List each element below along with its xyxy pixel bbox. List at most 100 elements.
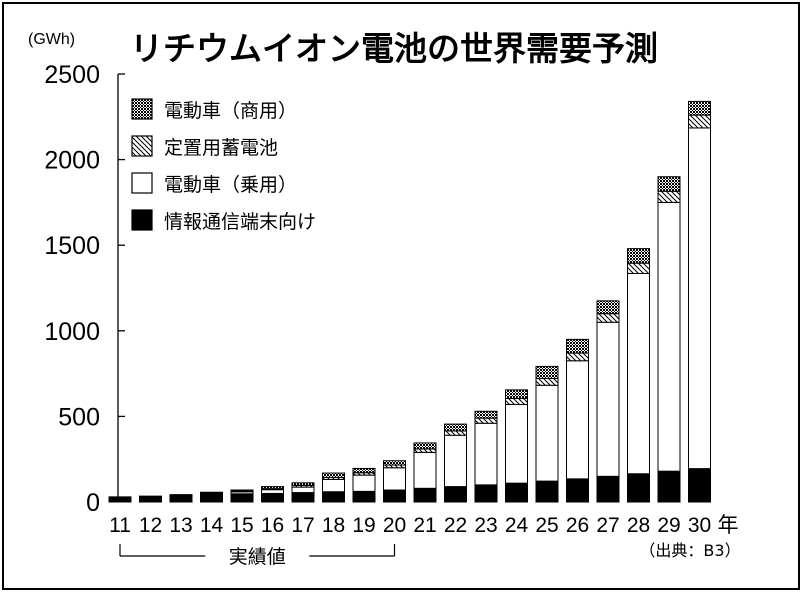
bar-segment — [383, 460, 406, 466]
bars — [108, 100, 711, 503]
bar-segment — [505, 397, 528, 405]
bar-segment — [566, 478, 589, 503]
bar-segment — [413, 451, 437, 489]
x-tick-label: 12 — [139, 514, 162, 537]
x-tick-label: 15 — [230, 514, 253, 537]
x-tick-label: 16 — [261, 514, 284, 537]
bar-segment — [566, 352, 589, 362]
x-tick-label: 21 — [413, 514, 436, 537]
bar-segment — [230, 493, 254, 503]
bar-segment — [566, 338, 589, 354]
bar-segment — [322, 472, 345, 478]
bar-segment — [322, 478, 345, 493]
bar-segment — [444, 430, 467, 436]
chart-title: リチウムイオン電池の世界需要予測 — [130, 29, 658, 68]
bar-segment — [139, 495, 162, 498]
bar-segment — [535, 377, 559, 386]
bar-segment — [291, 492, 315, 503]
bar-segment — [352, 467, 376, 474]
actual-range-bracket: 実績値 — [119, 544, 396, 568]
bar-segment — [108, 496, 132, 503]
bar-segment — [352, 490, 376, 503]
bar-segment — [596, 300, 620, 315]
actual-range-label: 実績値 — [229, 546, 286, 568]
x-tick-label: 18 — [322, 514, 345, 537]
bar-segment — [688, 100, 711, 116]
y-tick-labels: 0 500 1000 1500 2000 2500 — [44, 61, 100, 517]
x-tick-label: 28 — [627, 514, 650, 537]
bar-segment — [596, 321, 620, 477]
bar-segment — [261, 492, 284, 503]
legend-swatch — [131, 98, 153, 120]
bar-segment — [444, 423, 467, 432]
legend-label: 電動車（乗用） — [164, 174, 297, 196]
y-tick-label: 2000 — [44, 147, 100, 175]
y-tick-label: 1000 — [44, 318, 100, 346]
x-tick-label: 23 — [474, 514, 497, 537]
x-tick-label: 20 — [383, 514, 406, 537]
bar-segment — [169, 494, 193, 496]
bar-segment — [657, 176, 681, 192]
bar-segment — [291, 486, 315, 494]
bar-segment — [261, 489, 284, 494]
bar-segment — [505, 482, 528, 503]
bar-segment — [413, 442, 437, 450]
axes — [117, 73, 125, 502]
bar-segment — [474, 410, 498, 419]
bar-segment — [200, 491, 223, 494]
y-tick-label: 0 — [86, 489, 100, 517]
bar-segment — [596, 313, 620, 323]
bar-segment — [261, 486, 284, 490]
bar-segment — [688, 114, 711, 129]
x-tick-label: 25 — [535, 514, 558, 537]
bar-segment — [657, 190, 681, 203]
x-tick-label: 29 — [657, 514, 680, 537]
x-tick-label: 19 — [352, 514, 375, 537]
bar-segment — [657, 201, 681, 472]
y-axis-unit-label: (GWh) — [28, 31, 75, 48]
bar-segment — [474, 422, 498, 486]
bar-segment — [596, 475, 620, 503]
bar-segment — [688, 468, 711, 503]
bar-segment — [291, 482, 315, 486]
bar-segment — [413, 448, 437, 453]
x-tick-label: 13 — [169, 514, 192, 537]
legend-swatch — [131, 135, 153, 157]
bar-segment — [505, 403, 528, 484]
bar-segment — [230, 489, 254, 492]
y-tick-label: 1500 — [44, 232, 100, 260]
x-tick-labels: 11 12 13 14 15 16 17 18 19 20 21 22 23 24 25 26 27 28 29 30… — [109, 514, 738, 537]
bar-segment — [505, 389, 528, 399]
x-tick-label: 26 — [566, 514, 589, 537]
bar-segment — [444, 434, 467, 488]
x-tick-label: 14 — [200, 514, 224, 537]
bar-segment — [535, 480, 559, 503]
bar-segment — [444, 486, 467, 503]
bar-segment — [627, 262, 650, 274]
bar-segment — [566, 360, 589, 480]
x-tick-label: 22 — [444, 514, 467, 537]
bar-segment — [688, 127, 711, 470]
bar-segment — [474, 484, 498, 503]
bar-segment — [627, 248, 650, 264]
bar-segment — [627, 473, 650, 503]
bar-segment — [535, 384, 559, 482]
legend-swatch — [131, 209, 153, 231]
legend-swatch — [131, 172, 153, 194]
x-tick-label: 30 — [688, 514, 711, 537]
bar-segment — [535, 365, 559, 379]
bar-segment — [169, 494, 193, 503]
bar-segment — [352, 474, 376, 492]
bar-segment — [200, 493, 223, 503]
source-label: （出典：B3） — [639, 541, 740, 560]
bar-segment — [627, 272, 650, 475]
legend-label: 情報通信端末向け — [164, 211, 316, 233]
y-tick-label: 2500 — [44, 61, 100, 89]
x-tick-label: 27 — [596, 514, 619, 537]
x-tick-label: 11 — [109, 514, 131, 537]
legend-label: 電動車（商用） — [164, 100, 297, 122]
bar-segment — [413, 487, 437, 503]
bar-segment — [657, 470, 681, 503]
